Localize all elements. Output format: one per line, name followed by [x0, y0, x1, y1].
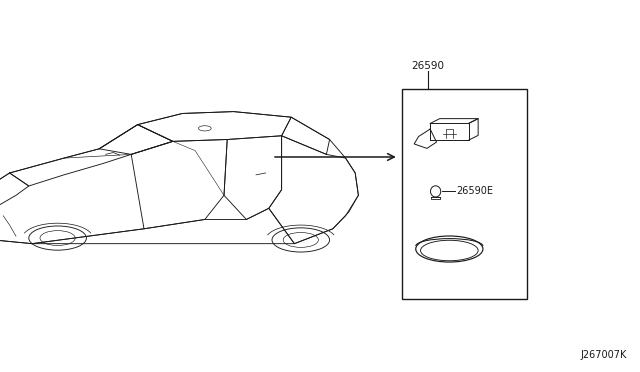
Text: J267007K: J267007K: [581, 350, 627, 360]
Text: 26590E: 26590E: [457, 186, 493, 196]
Bar: [402, 89, 527, 299]
Text: 26590: 26590: [411, 61, 444, 71]
